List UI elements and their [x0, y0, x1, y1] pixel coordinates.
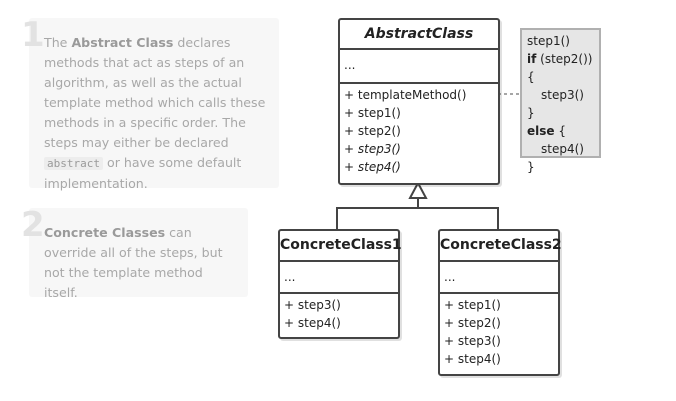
- concrete-class1-fields: ...: [280, 262, 398, 294]
- concrete-class1-box: ConcreteClass1 ... + step3() + step4(): [278, 229, 402, 339]
- inheritance-arrow-icon: [408, 180, 428, 199]
- note-text: Concrete Classes can override all of the…: [44, 225, 223, 300]
- code-line: }: [527, 160, 535, 174]
- method-step1: + step1(): [444, 298, 501, 312]
- concrete-class1-methods: + step3() + step4(): [280, 294, 398, 332]
- code-line: else {: [527, 124, 566, 138]
- abstract-class-fields: ...: [340, 50, 498, 84]
- method-step2: + step2(): [444, 316, 501, 330]
- method-step4: + step4(): [444, 352, 501, 366]
- code-line: }: [527, 106, 535, 120]
- method-step3: + step3(): [344, 142, 401, 156]
- method-template: + templateMethod(): [344, 88, 467, 102]
- abstract-class-name: AbstractClass: [340, 20, 498, 50]
- note-number: 2: [21, 205, 45, 245]
- note-number: 1: [21, 15, 45, 55]
- explanation-note-1: 1 The Abstract Class declares methods th…: [21, 18, 279, 191]
- code-line: step1(): [527, 34, 570, 48]
- method-step2: + step2(): [344, 124, 401, 138]
- concrete-class1-name: ConcreteClass1: [280, 231, 402, 262]
- code-line: step3(): [541, 88, 584, 102]
- template-method-code-note: step1() if (step2()) { step3() } else { …: [520, 28, 601, 174]
- method-step4: + step4(): [344, 160, 401, 174]
- concrete-class2-name: ConcreteClass2: [440, 231, 562, 262]
- abstract-class-methods: + templateMethod() + step1() + step2() +…: [340, 84, 498, 176]
- code-line: if (step2()) {: [527, 52, 593, 84]
- method-step3: + step3(): [444, 334, 501, 348]
- note-text: The Abstract Class declares methods that…: [44, 35, 266, 191]
- concrete-class2-methods: + step1() + step2() + step3() + step4(): [440, 294, 558, 368]
- method-step4: + step4(): [284, 316, 341, 330]
- abstract-class-box: AbstractClass ... + templateMethod() + s…: [338, 18, 500, 185]
- method-step3: + step3(): [284, 298, 341, 312]
- explanation-note-2: 2 Concrete Classes can override all of t…: [21, 208, 248, 300]
- concrete-class2-fields: ...: [440, 262, 558, 294]
- method-step1: + step1(): [344, 106, 401, 120]
- code-line: step4(): [541, 142, 584, 156]
- concrete-class2-box: ConcreteClass2 ... + step1() + step2() +…: [438, 229, 562, 376]
